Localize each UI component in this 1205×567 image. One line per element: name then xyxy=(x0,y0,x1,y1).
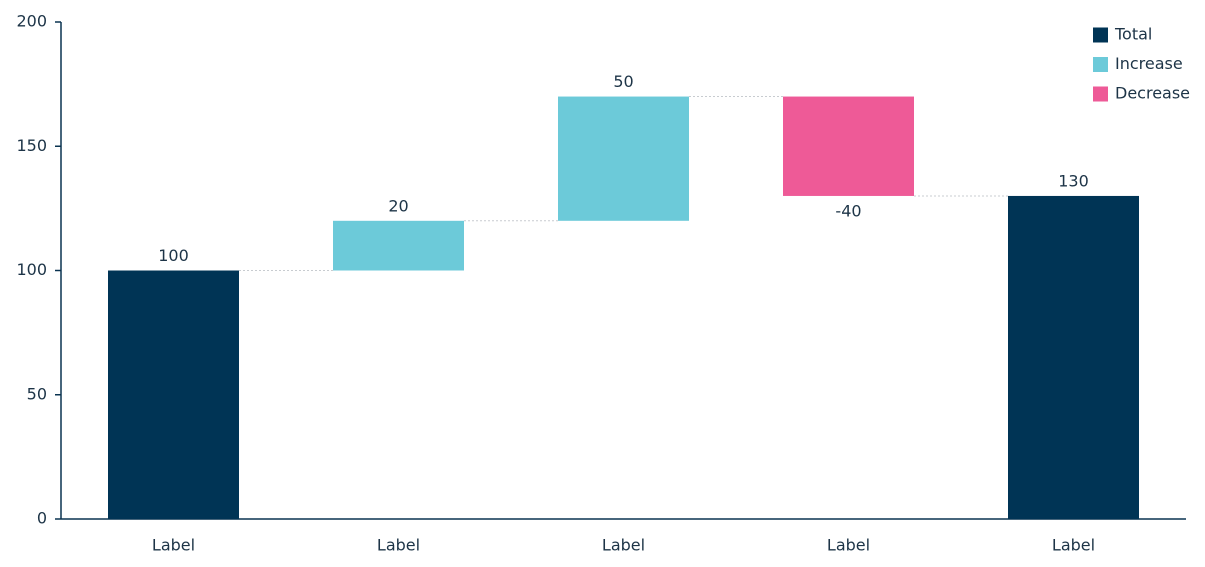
legend-label: Total xyxy=(1114,25,1152,44)
bar xyxy=(108,270,239,519)
value-label: 20 xyxy=(388,196,408,215)
y-tick-label: 100 xyxy=(16,260,47,279)
bar xyxy=(1008,195,1139,519)
legend-label: Decrease xyxy=(1115,84,1190,103)
x-tick-label: Label xyxy=(152,536,195,555)
legend-label: Increase xyxy=(1115,54,1183,73)
legend-swatch xyxy=(1093,27,1108,43)
legend-swatch xyxy=(1093,86,1108,102)
y-tick-label: 0 xyxy=(37,509,47,528)
y-tick-label: 200 xyxy=(16,12,47,31)
value-label: 100 xyxy=(158,246,189,265)
y-tick-label: 50 xyxy=(27,384,47,403)
value-label: 50 xyxy=(613,72,633,91)
y-tick-label: 150 xyxy=(16,136,47,155)
bar xyxy=(558,96,689,221)
bar xyxy=(783,96,914,196)
value-label: -40 xyxy=(835,201,861,220)
x-tick-label: Label xyxy=(827,536,870,555)
bar xyxy=(333,220,464,271)
x-tick-label: Label xyxy=(377,536,420,555)
legend-swatch xyxy=(1093,57,1108,72)
x-tick-label: Label xyxy=(1052,536,1095,555)
x-tick-label: Label xyxy=(602,536,645,555)
value-label: 130 xyxy=(1058,171,1089,190)
